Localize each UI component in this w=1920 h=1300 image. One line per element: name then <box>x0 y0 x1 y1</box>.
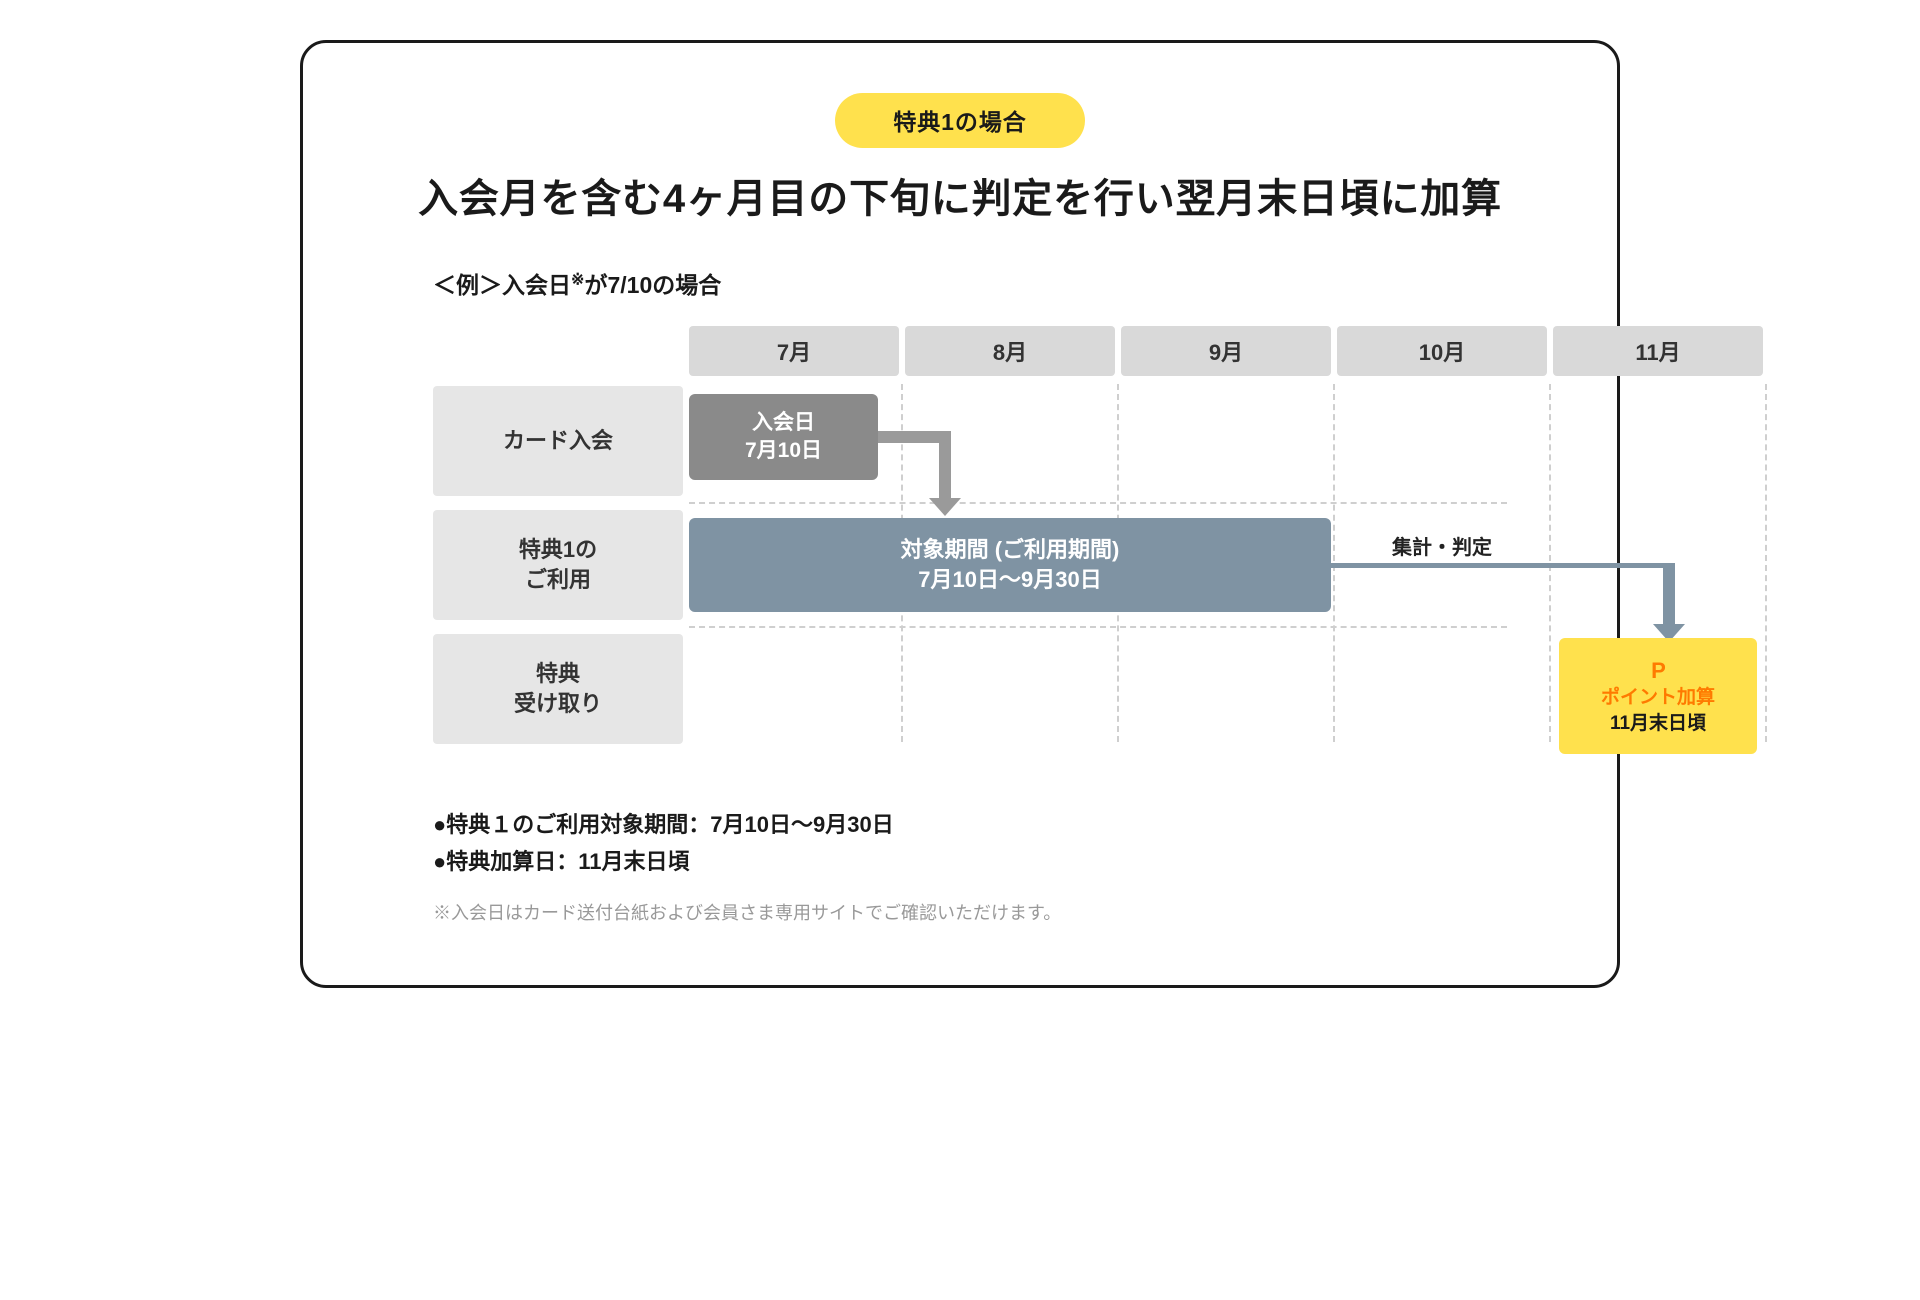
note-mark-icon: ※ <box>571 270 585 288</box>
footnote: ※入会日はカード送付台紙および会員さま専用サイトでご確認いただけます。 <box>433 899 1547 925</box>
info-card: 特典1の場合 入会月を含む4ヶ月目の下旬に判定を行い翌月末日頃に加算 ＜例＞入会… <box>300 40 1620 988</box>
month-header: 9月 <box>1121 326 1331 376</box>
example-caption: ＜例＞入会日※が7/10の場合 <box>433 266 1547 300</box>
month-header: 10月 <box>1337 326 1547 376</box>
entry-date-box: 入会日 7月10日 <box>689 394 878 480</box>
period-line1: 対象期間 (ご利用期間) <box>901 535 1120 565</box>
month-header: 7月 <box>689 326 899 376</box>
grid-hline <box>689 502 1507 504</box>
judge-hline <box>1331 563 1669 568</box>
row-label: 特典1の ご利用 <box>433 510 683 620</box>
row-label: カード入会 <box>433 386 683 496</box>
entry-line2: 7月10日 <box>745 437 822 465</box>
points-icon: P <box>1651 656 1665 686</box>
judge-label: 集計・判定 <box>1337 531 1547 560</box>
month-header: 8月 <box>905 326 1115 376</box>
usage-period-box: 対象期間 (ご利用期間) 7月10日～9月30日 <box>689 518 1331 612</box>
bullet-item: ●特典加算日：11月末日頃 <box>433 843 1547 880</box>
points-line1: ポイント加算 <box>1601 685 1715 711</box>
row-label: 特典 受け取り <box>433 634 683 744</box>
period-line2: 7月10日～9月30日 <box>918 565 1101 595</box>
bullet-list: ●特典１のご利用対象期間：7月10日～9月30日●特典加算日：11月末日頃 <box>433 806 1547 881</box>
example-suffix: が7/10の場合 <box>585 272 722 298</box>
bullet-item: ●特典１のご利用対象期間：7月10日～9月30日 <box>433 806 1547 843</box>
entry-line1: 入会日 <box>752 409 815 437</box>
points-box: P ポイント加算 11月末日頃 <box>1559 638 1757 754</box>
month-header: 11月 <box>1553 326 1763 376</box>
case-badge: 特典1の場合 <box>835 93 1085 148</box>
grid-vline <box>1765 384 1767 742</box>
points-line2: 11月末日頃 <box>1610 711 1706 737</box>
grid-hline <box>689 626 1507 628</box>
timeline-diagram: 7月8月9月10月11月カード入会特典1の ご利用特典 受け取り 入会日 7月1… <box>433 326 1507 756</box>
headline: 入会月を含む4ヶ月目の下旬に判定を行い翌月末日頃に加算 <box>373 166 1547 224</box>
example-prefix: ＜例＞入会日 <box>433 272 571 298</box>
